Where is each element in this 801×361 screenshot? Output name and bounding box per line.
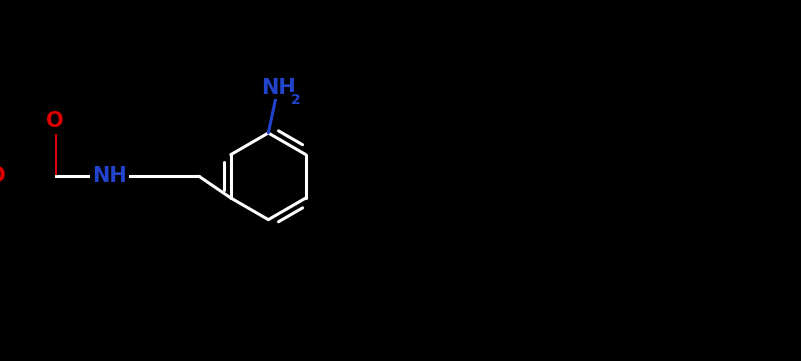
Text: O: O [46,112,63,131]
Text: 2: 2 [291,92,300,106]
Text: NH: NH [92,166,127,186]
Text: NH: NH [261,78,296,98]
Text: O: O [0,166,6,186]
